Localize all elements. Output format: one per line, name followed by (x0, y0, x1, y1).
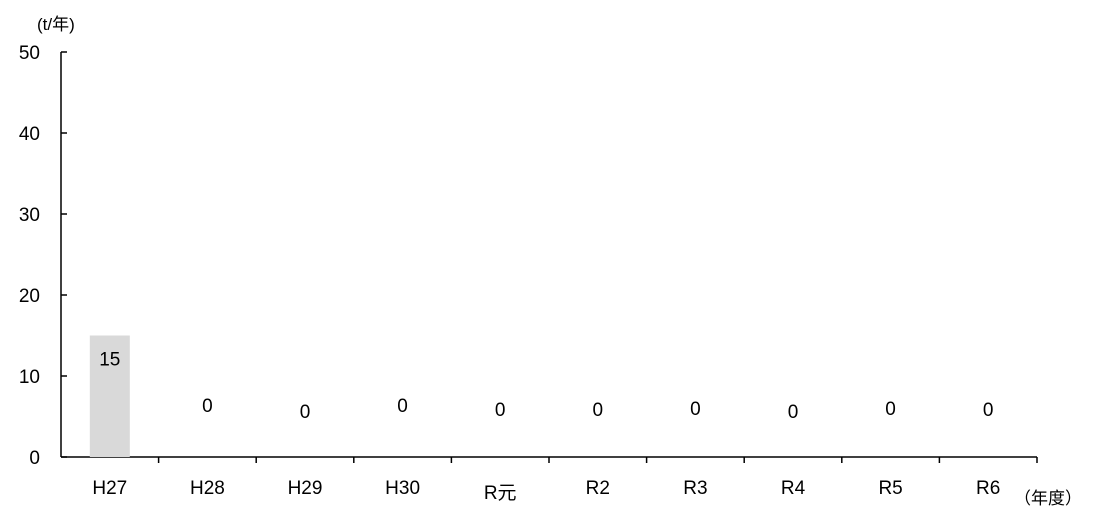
y-tick-label: 50 (19, 43, 40, 64)
data-label: 15 (99, 350, 120, 371)
category-label: H30 (385, 478, 420, 499)
data-label: 0 (397, 396, 408, 417)
y-tick-label: 20 (19, 286, 40, 307)
bar (89, 335, 130, 457)
y-tick-label: 0 (29, 448, 40, 469)
category-label: R4 (781, 478, 806, 499)
y-axis: 0 10 20 30 40 50 (19, 43, 67, 469)
category-label: R6 (976, 478, 1000, 499)
category-label: H29 (288, 478, 323, 499)
data-labels-group: 15 0 0 0 0 0 0 0 0 0 (99, 350, 993, 424)
data-label: 0 (495, 400, 506, 421)
y-axis-unit-label: (t/年) (37, 15, 75, 34)
category-label: R5 (878, 478, 902, 499)
data-label: 0 (788, 402, 799, 423)
category-label: R元 (484, 483, 517, 504)
y-tick-label: 30 (19, 205, 40, 226)
x-axis (61, 456, 1038, 463)
category-label: H27 (92, 478, 127, 499)
category-label: R3 (683, 478, 707, 499)
data-label: 0 (300, 402, 311, 423)
data-label: 0 (690, 399, 701, 420)
data-label: 0 (885, 399, 896, 420)
category-label: H28 (190, 478, 225, 499)
bars-group (89, 335, 130, 457)
data-label: 0 (202, 396, 213, 417)
category-labels-group: H27 H28 H29 H30 R元 R2 R3 R4 R5 R6 (92, 478, 1000, 504)
data-label: 0 (593, 400, 604, 421)
data-label: 0 (983, 400, 994, 421)
y-tick-label: 10 (19, 367, 40, 388)
x-axis-unit-label: （年度） (1014, 489, 1082, 508)
y-tick-label: 40 (19, 124, 40, 145)
category-label: R2 (586, 478, 610, 499)
